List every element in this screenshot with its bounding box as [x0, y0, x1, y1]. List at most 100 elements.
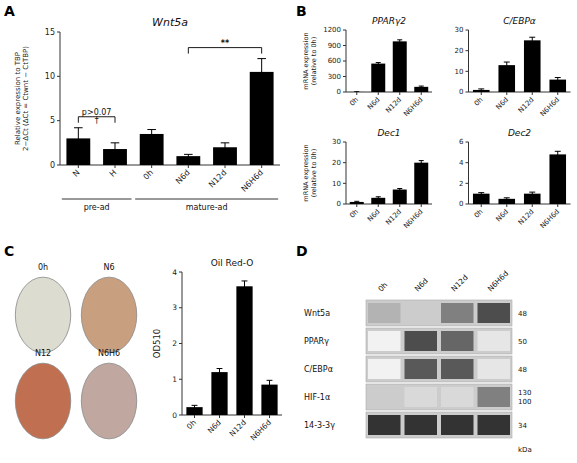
- y-tick: [343, 183, 346, 184]
- bar-panel: 012340hN6dN12dN6H6dOil Red-OOD510: [152, 258, 282, 442]
- y-tick-label: 300: [328, 73, 341, 81]
- bar-panel: 030060090012000hN6dN12dN6H6dPPARγ2mRNA e…: [302, 16, 432, 118]
- error-bar: [147, 130, 156, 139]
- x-tick-label: N6d: [174, 168, 192, 186]
- x-tick: [151, 165, 152, 168]
- bar: [350, 202, 364, 204]
- x-tick: [481, 204, 482, 207]
- bar: [549, 154, 566, 204]
- protein-label: 14-3-3γ: [304, 421, 335, 430]
- error-cap: [221, 142, 230, 143]
- error-cap: [397, 39, 402, 40]
- lane-label: 0h: [376, 280, 389, 293]
- error-bar: [555, 151, 561, 157]
- label-line: 130: [518, 389, 531, 397]
- y-tick: [466, 142, 469, 143]
- x-tick-label: N12d: [384, 208, 403, 227]
- y-tick-label: 10: [332, 180, 341, 188]
- error-bar: [267, 380, 273, 389]
- y-tick-label: 10: [455, 68, 464, 76]
- x-tick: [188, 165, 189, 168]
- x-tick: [532, 92, 533, 95]
- band: [405, 331, 438, 351]
- x-tick-label: 0h: [185, 418, 198, 431]
- y-tick-label: 0: [459, 88, 463, 96]
- error-bar: [478, 89, 484, 91]
- protein-label: HIF-1α: [304, 393, 330, 402]
- band: [368, 387, 401, 407]
- error-cap: [74, 127, 83, 128]
- x-tick: [269, 415, 270, 418]
- error-line: [261, 59, 262, 86]
- band: [478, 415, 511, 435]
- x-tick-label: N6H6d: [539, 96, 562, 119]
- y-tick-label: 0: [172, 411, 177, 420]
- x-tick-label: 0h: [473, 208, 485, 220]
- band: [441, 387, 474, 407]
- y-tick-label: 5: [50, 116, 55, 125]
- kda-label: 48: [518, 310, 527, 318]
- blot-row: [366, 384, 512, 410]
- x-tick-label: 0h: [473, 96, 485, 108]
- error-cap: [376, 62, 381, 63]
- y-tick-label: 20: [332, 159, 341, 167]
- error-bar: [354, 201, 359, 202]
- group-line: [135, 199, 278, 200]
- error-line: [78, 128, 79, 149]
- error-bar: [376, 197, 381, 199]
- error-line: [219, 369, 220, 376]
- y-tick-label: 0: [337, 200, 341, 208]
- band: [368, 331, 401, 351]
- error-cap: [242, 280, 248, 281]
- y-tick: [343, 204, 346, 205]
- blot-row: [366, 356, 512, 382]
- error-bar: [529, 37, 535, 43]
- y-axis: [468, 142, 469, 204]
- error-line: [506, 62, 507, 68]
- x-tick: [506, 204, 507, 207]
- x-tick: [261, 165, 262, 168]
- photo-label: N12: [35, 349, 51, 358]
- title: C/EBPα: [503, 16, 536, 26]
- bar: [371, 64, 385, 92]
- label-line: 2−ΔCt (ΔCt = Ctwnt − CtTBP): [22, 46, 30, 151]
- y-tick: [57, 120, 60, 121]
- x-tick-label: N12d: [517, 96, 536, 115]
- y-axis: [468, 30, 469, 92]
- x-tick-label: N6H6d: [402, 208, 425, 231]
- x-tick-label: N6H6d: [239, 168, 265, 194]
- group-label: pre-ad: [84, 203, 110, 212]
- error-bar: [555, 78, 561, 82]
- band: [405, 359, 438, 379]
- label-line: (relative to 0h): [310, 149, 318, 198]
- y-tick-label: 4: [172, 268, 177, 277]
- error-cap: [111, 142, 120, 143]
- error-bar: [217, 369, 223, 376]
- y-tick: [179, 343, 182, 344]
- band: [478, 359, 511, 379]
- protein-label: C/EBPα: [304, 365, 333, 374]
- x-tick-label: N6d: [366, 96, 382, 112]
- y-tick: [343, 162, 346, 163]
- marks: [186, 281, 277, 415]
- y-axis: [60, 32, 61, 165]
- y-tick: [466, 50, 469, 51]
- y-tick-label: 0: [50, 161, 55, 170]
- y-tick: [179, 379, 182, 380]
- x-tick: [399, 92, 400, 95]
- error-line: [557, 78, 558, 82]
- y-tick: [466, 162, 469, 163]
- y-tick: [466, 30, 469, 31]
- y-axis-label: mRNA expression(relative to 0h): [302, 144, 317, 201]
- band: [441, 415, 474, 435]
- group-label: mature-ad: [186, 203, 228, 212]
- title: Oil Red-O: [211, 258, 254, 268]
- band: [368, 415, 401, 435]
- error-bar: [354, 91, 359, 92]
- error-line: [244, 281, 245, 292]
- error-cap: [529, 192, 535, 193]
- error-cap: [184, 154, 193, 155]
- bracket-label: **: [221, 39, 230, 48]
- bar-panel: 02460hN6dN12dN6H6dDec2: [459, 128, 570, 230]
- band: [405, 387, 438, 407]
